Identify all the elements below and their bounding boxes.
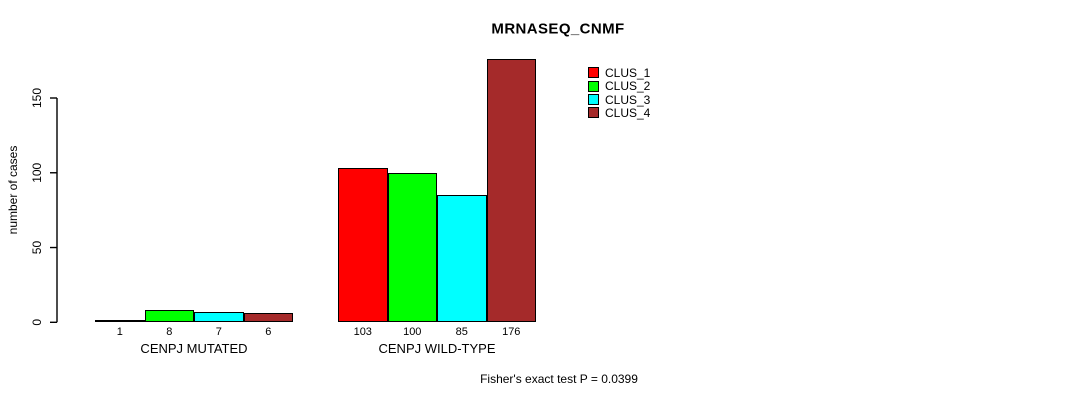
y-axis-tick-label: 50 <box>30 241 44 255</box>
bar-value-label: 6 <box>265 326 272 338</box>
bar-clus_2-group2 <box>387 172 437 323</box>
legend-swatch <box>588 107 599 119</box>
legend-swatch <box>588 80 599 92</box>
legend-item: CLUS_2 <box>588 79 650 93</box>
group-label: CENPJ MUTATED <box>140 341 248 356</box>
y-axis-tick-label: 150 <box>30 88 44 108</box>
legend-item: CLUS_4 <box>588 106 650 120</box>
bar-clus_4-group2 <box>486 59 536 323</box>
chart-title: MRNASEQ_CNMF <box>491 20 625 38</box>
bar-value-label: 8 <box>166 326 173 338</box>
bar-clus_1-group1 <box>95 320 145 323</box>
legend-swatch <box>588 67 599 79</box>
bar-clus_3-group2 <box>437 195 487 323</box>
legend-item-label: CLUS_3 <box>605 92 651 107</box>
y-axis-label: number of cases <box>6 145 20 235</box>
bar-clus_2-group1 <box>144 310 194 323</box>
bar-value-label: 85 <box>455 326 468 338</box>
legend-item: CLUS_3 <box>588 93 650 107</box>
bar-clus_1-group2 <box>338 168 388 323</box>
legend-item-label: CLUS_4 <box>605 105 651 120</box>
bar-value-label: 1 <box>116 326 123 338</box>
y-axis-tick-label: 100 <box>30 162 44 182</box>
bar-clus_4-group1 <box>243 313 293 323</box>
bar-value-label: 7 <box>215 326 222 338</box>
legend-item-label: CLUS_2 <box>605 79 651 94</box>
bar-value-label: 103 <box>353 326 372 338</box>
group-label: CENPJ WILD-TYPE <box>378 341 496 356</box>
bar-clus_3-group1 <box>194 311 244 323</box>
bar-value-label: 100 <box>403 326 422 338</box>
y-axis-tick-label: 0 <box>30 319 44 326</box>
legend-item-label: CLUS_1 <box>605 65 651 80</box>
bar-value-label: 176 <box>502 326 521 338</box>
legend-item: CLUS_1 <box>588 66 650 80</box>
legend-swatch <box>588 94 599 105</box>
annotation-text: Fisher's exact test P = 0.0399 <box>480 372 638 386</box>
